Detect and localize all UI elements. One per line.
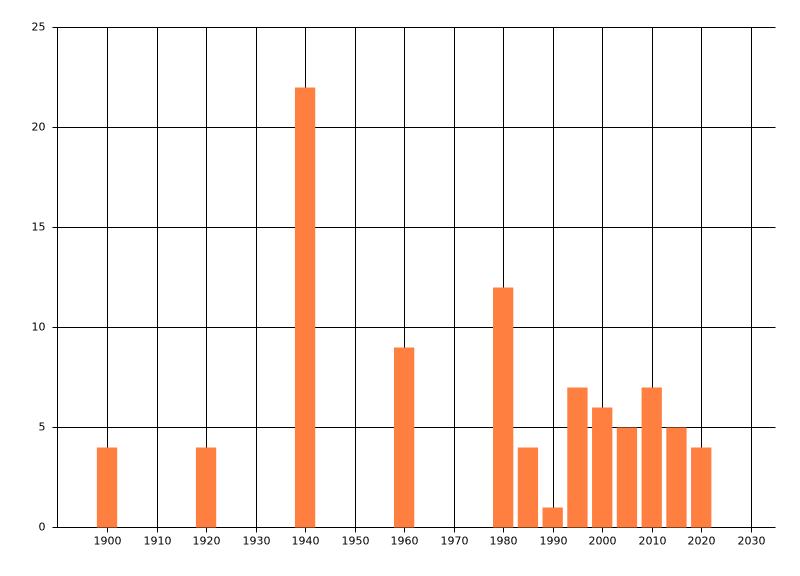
bar: [641, 387, 662, 528]
y-tick-label: 10: [32, 321, 46, 334]
y-tick-label: 25: [32, 21, 46, 34]
bar: [195, 447, 217, 528]
bar: [567, 387, 588, 528]
bar: [294, 87, 316, 528]
bar: [691, 447, 712, 528]
x-tick-label: 1920: [193, 535, 221, 548]
bar: [616, 427, 638, 528]
x-tick-label: 2020: [688, 535, 716, 548]
bar: [666, 427, 687, 528]
y-tick-label: 0: [39, 521, 46, 534]
x-tick-label: 2010: [639, 535, 667, 548]
x-tick-label: 1950: [342, 535, 370, 548]
y-tick-label: 20: [32, 121, 46, 134]
x-tick-label: 1940: [292, 535, 320, 548]
x-tick-label: 1980: [490, 535, 518, 548]
x-tick-label: 1960: [391, 535, 419, 548]
x-tick-label: 1970: [441, 535, 469, 548]
x-tick-label: 1910: [144, 535, 172, 548]
x-tick-label: 1900: [94, 535, 122, 548]
bar: [493, 287, 514, 528]
x-tick-label: 2000: [589, 535, 617, 548]
x-tick-label: 2030: [738, 535, 766, 548]
x-tick-label: 1990: [540, 535, 568, 548]
bar: [96, 447, 118, 528]
bar: [393, 347, 415, 528]
bar: [517, 447, 539, 528]
bar: [592, 407, 613, 528]
bar: [542, 507, 563, 528]
x-tick-label: 1930: [243, 535, 271, 548]
y-tick-label: 5: [39, 421, 46, 434]
y-tick-label: 15: [32, 221, 46, 234]
